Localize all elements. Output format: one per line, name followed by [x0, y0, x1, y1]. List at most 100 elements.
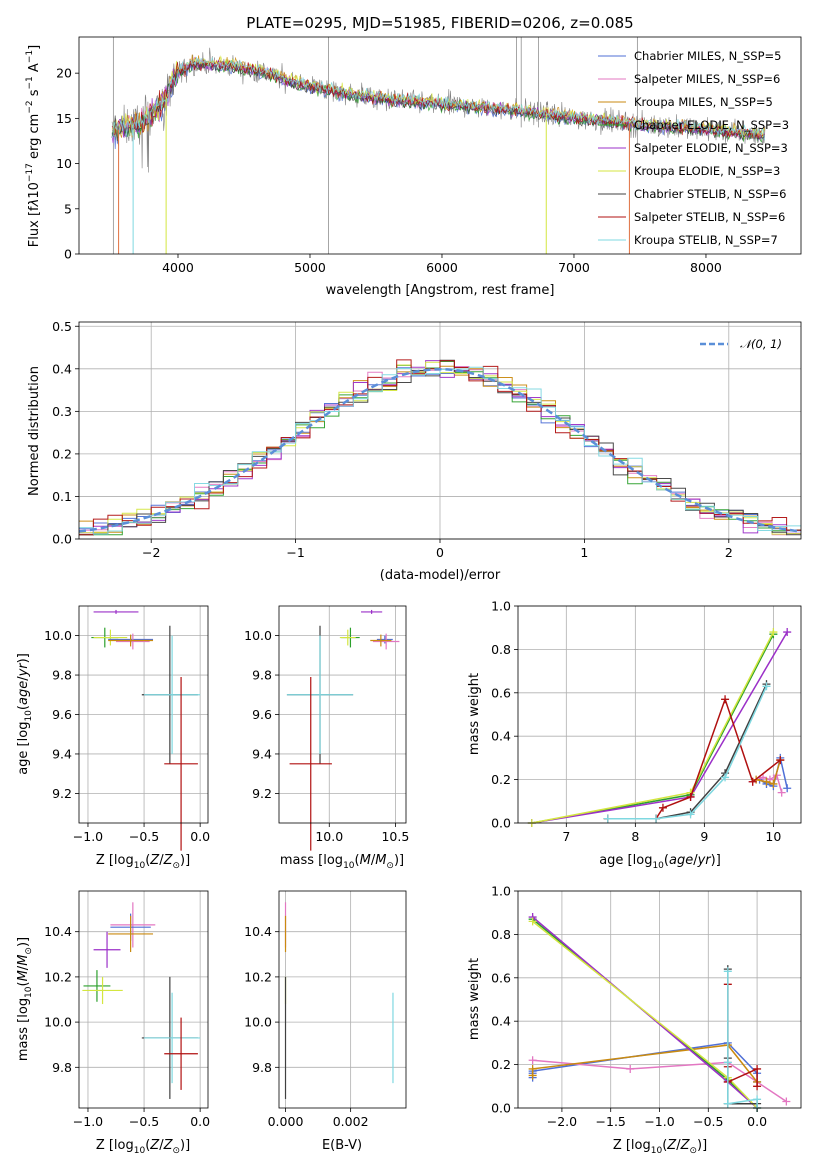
errorbar-point — [164, 677, 198, 851]
x-tick-label: 7000 — [558, 260, 590, 275]
y-tick-label: 9.8 — [52, 668, 72, 683]
residual-y-label: Normed distribution — [27, 366, 42, 496]
mass-vs-z-y-label: mass [log10(M/M⊙)] — [16, 937, 34, 1061]
errorbar-point — [116, 633, 150, 650]
x-tick-label: 0.002 — [333, 1114, 369, 1129]
gaussian-curve — [78, 367, 802, 533]
y-tick-label: 10.0 — [244, 628, 272, 643]
y-tick-label: 10.4 — [44, 924, 72, 939]
age-vs-z-panel: −1.0 −0.5 0.0 9.2 9.4 9.6 9.8 10.0 Z [log10(Z/Z… — [16, 605, 210, 871]
y-tick-label: 9.4 — [52, 746, 72, 761]
mass-weight-marker — [753, 1064, 762, 1073]
errorbar-point — [376, 635, 393, 644]
errorbar-point — [93, 609, 139, 614]
y-tick-label: 9.8 — [52, 1060, 72, 1075]
legend-label: Salpeter STELIB, N_SSP=6 — [634, 210, 785, 224]
model-spectrum-line — [111, 59, 765, 139]
x-tick-label: −1.0 — [644, 1114, 674, 1129]
y-tick-label: 9.8 — [252, 1060, 272, 1075]
y-tick-label: 9.2 — [52, 786, 72, 801]
x-tick-label: −2 — [142, 545, 160, 560]
y-tick-label: 10.2 — [44, 969, 72, 984]
mass-weight-marker — [626, 1064, 635, 1073]
y-tick-label: 0.4 — [491, 729, 511, 744]
y-tick-label: 9.4 — [252, 746, 272, 761]
x-tick-label: 9 — [700, 829, 708, 844]
x-tick-label: 0.0 — [747, 1114, 767, 1129]
legend-label: Chabrier STELIB, N_SSP=6 — [634, 187, 786, 201]
mass-weight-marker — [776, 756, 785, 765]
y-tick-label: 0 — [64, 247, 72, 262]
mass-weight-marker — [652, 814, 661, 823]
mass-vs-z-frame — [78, 890, 209, 1109]
age-vs-mass-panel: 10.0 10.5 9.2 9.4 9.6 9.8 10.0 mass [log10(M/M… — [244, 605, 409, 871]
x-tick-label: 10 — [765, 829, 781, 844]
mass-weight-marker — [762, 682, 771, 691]
y-tick-label: 0.0 — [491, 1101, 511, 1116]
x-tick-label: −1.0 — [73, 829, 103, 844]
y-tick-label: 0.2 — [491, 1057, 511, 1072]
mass-weight-marker — [686, 810, 695, 819]
y-tick-label: 0.6 — [491, 685, 511, 700]
y-tick-label: 1.0 — [491, 884, 511, 899]
errorbar-point — [372, 633, 400, 650]
errorbar-point — [361, 609, 383, 614]
mass-vs-z-x-label: Z [log10(Z/Z⊙)] — [96, 1138, 190, 1156]
residual-x-label: (data-model)/error — [380, 568, 501, 583]
errorbar-point — [339, 629, 356, 646]
x-tick-label: 0.0 — [190, 1114, 210, 1129]
age-vs-z-y-label: age [log10(age/yr)] — [16, 653, 34, 775]
residual-panel: 𝒩(0, 1) −2 −1 0 1 2 0.0 0.1 0.2 0.3 0.4 0.5 (data-… — [27, 319, 802, 583]
errorbar-point — [289, 677, 332, 851]
mass-weight-marker — [603, 814, 612, 823]
weight-vs-age-x-label: age [log10(age/yr)] — [599, 853, 721, 871]
y-tick-label: 0.8 — [491, 642, 511, 657]
x-tick-label: 2 — [725, 545, 733, 560]
y-tick-label: 9.6 — [52, 707, 72, 722]
mass-weight-marker — [721, 695, 730, 704]
y-tick-label: 1.0 — [491, 599, 511, 614]
weight-vs-z-x-label: Z [log10(Z/Z⊙)] — [613, 1138, 707, 1156]
gaussian-legend-label: 𝒩(0, 1) — [740, 337, 782, 351]
x-tick-label: −2.0 — [547, 1114, 577, 1129]
age-vs-mass-x-label: mass [log10(M/M⊙)] — [280, 853, 404, 871]
errorbar-point — [286, 635, 354, 754]
x-tick-label: 0.000 — [268, 1114, 304, 1129]
mass-weight-marker — [777, 788, 786, 797]
mass-weight-marker — [528, 1064, 537, 1073]
spectrum-frame — [78, 36, 802, 255]
y-tick-label: 10.2 — [244, 969, 272, 984]
legend-label: Kroupa ELODIE, N_SSP=3 — [634, 164, 780, 178]
spectrum-x-label: wavelength [Angstrom, rest frame] — [326, 283, 555, 298]
mass-weight-marker — [783, 628, 792, 637]
y-tick-label: 10.0 — [244, 1015, 272, 1030]
mass-weight-marker — [723, 1058, 732, 1067]
legend-label: Kroupa MILES, N_SSP=5 — [634, 95, 773, 109]
mass-weight-marker — [762, 777, 771, 786]
chart-title: PLATE=0295, MJD=51985, FIBERID=0206, z=0… — [246, 14, 633, 32]
residual-histogram-series — [79, 359, 801, 536]
errorbar-point — [370, 634, 392, 647]
x-tick-label: −1 — [286, 545, 304, 560]
y-tick-label: 9.8 — [252, 668, 272, 683]
x-tick-label: 8000 — [690, 260, 722, 275]
legend-label: Salpeter ELODIE, N_SSP=3 — [634, 141, 788, 155]
mass-weight-marker — [528, 1056, 537, 1065]
age-vs-z-x-label: Z [log10(Z/Z⊙)] — [96, 853, 190, 871]
mass-vs-ebv-panel: 0.000 0.002 9.8 10.0 10.2 10.4 E(B-V) — [244, 890, 407, 1153]
mass-vs-ebv-frame — [278, 890, 407, 1109]
y-tick-label: 0.4 — [52, 361, 72, 376]
weight-vs-age-y-label: mass weight — [467, 673, 482, 755]
errorbar-point — [82, 976, 123, 1005]
x-tick-label: 7 — [562, 829, 570, 844]
mass-weight-marker — [759, 773, 768, 782]
y-tick-label: 9.6 — [252, 707, 272, 722]
y-tick-label: 10.4 — [244, 924, 272, 939]
legend-label: Chabrier ELODIE, N_SSP=3 — [634, 118, 789, 132]
mass-weight-marker — [769, 628, 778, 637]
x-tick-label: −1.0 — [73, 1114, 103, 1129]
x-tick-label: −0.5 — [129, 829, 159, 844]
weight-vs-age-frame — [517, 605, 802, 824]
errorbar-point — [110, 902, 156, 948]
